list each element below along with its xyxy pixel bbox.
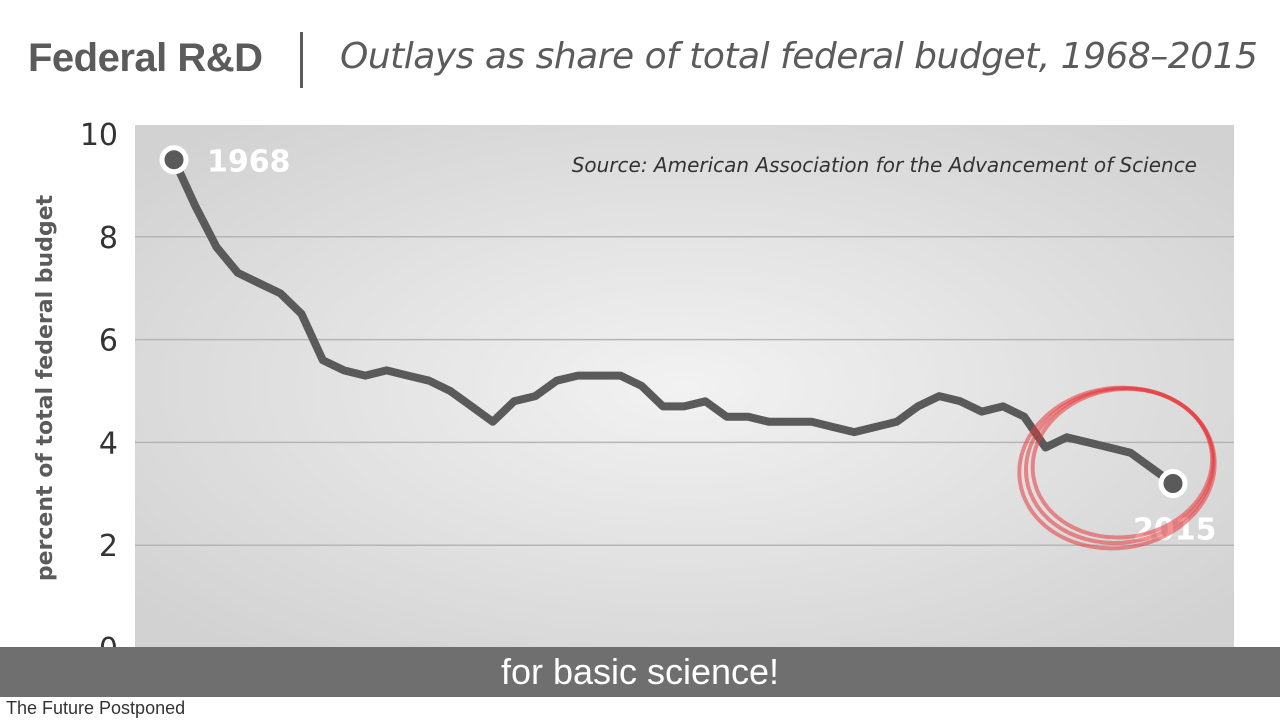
source-note: Source: American Association for the Adv… bbox=[572, 153, 1197, 177]
y-tick-label: 8 bbox=[99, 221, 118, 256]
title-separator bbox=[300, 32, 303, 88]
y-tick-label: 4 bbox=[99, 426, 118, 461]
series-line bbox=[170, 155, 1177, 488]
data-line bbox=[170, 155, 1177, 488]
chart-subtitle: Outlays as share of total federal budget… bbox=[340, 36, 1258, 77]
caption-bar: for basic science! bbox=[0, 647, 1280, 697]
highlight-stroke bbox=[1030, 386, 1215, 540]
y-tick-label: 10 bbox=[80, 118, 118, 153]
footer: The Future Postponed bbox=[0, 697, 1280, 720]
endpoint-label: 1968 bbox=[207, 145, 291, 180]
grid-lines bbox=[135, 236, 1234, 546]
endpoint-marker bbox=[159, 145, 189, 175]
y-tick-label: 6 bbox=[99, 324, 118, 359]
y-axis-label: percent of total federal budget bbox=[33, 194, 58, 581]
caption-text: for basic science! bbox=[500, 651, 780, 692]
highlight-circle bbox=[1017, 385, 1217, 551]
chart-title-row: Federal R&D Outlays as share of total fe… bbox=[28, 28, 1258, 92]
plot-area bbox=[135, 125, 1234, 647]
y-tick-label: 2 bbox=[99, 529, 118, 564]
footer-text: The Future Postponed bbox=[6, 698, 186, 718]
endpoint-marker bbox=[1158, 469, 1188, 499]
y-tick-labels: 0246810 bbox=[80, 118, 118, 667]
chart-title: Federal R&D bbox=[28, 36, 263, 80]
